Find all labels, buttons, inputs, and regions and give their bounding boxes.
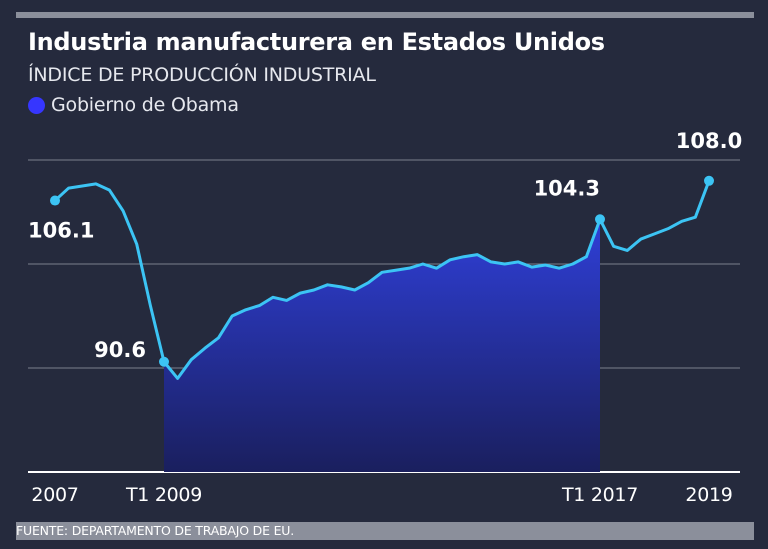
x-tick-label: 2019 [685, 484, 732, 506]
data-point [159, 356, 169, 367]
data-point [50, 195, 60, 206]
chart-title: Industria manufacturera en Estados Unido… [28, 28, 605, 56]
source-note: FUENTE: DEPARTAMENTO DE TRABAJO DE EU. [16, 523, 294, 538]
highlight-area [164, 219, 600, 472]
legend: Gobierno de Obama [28, 94, 239, 116]
top-rule [16, 12, 754, 18]
x-tick-label: T1 2017 [561, 484, 638, 506]
data-label: 106.1 [28, 219, 94, 243]
chart-subtitle: ÍNDICE DE PRODUCCIÓN INDUSTRIAL [28, 64, 376, 86]
data-label: 104.3 [534, 176, 600, 200]
data-label: 90.6 [94, 338, 146, 362]
data-point [704, 175, 714, 186]
data-label: 108.0 [676, 129, 742, 153]
x-tick-label: 2007 [31, 484, 78, 506]
x-tick-label: T1 2009 [125, 484, 202, 506]
footer-rule [16, 522, 754, 540]
legend-dot [28, 96, 45, 114]
data-point [595, 214, 605, 225]
legend-label: Gobierno de Obama [51, 94, 239, 116]
